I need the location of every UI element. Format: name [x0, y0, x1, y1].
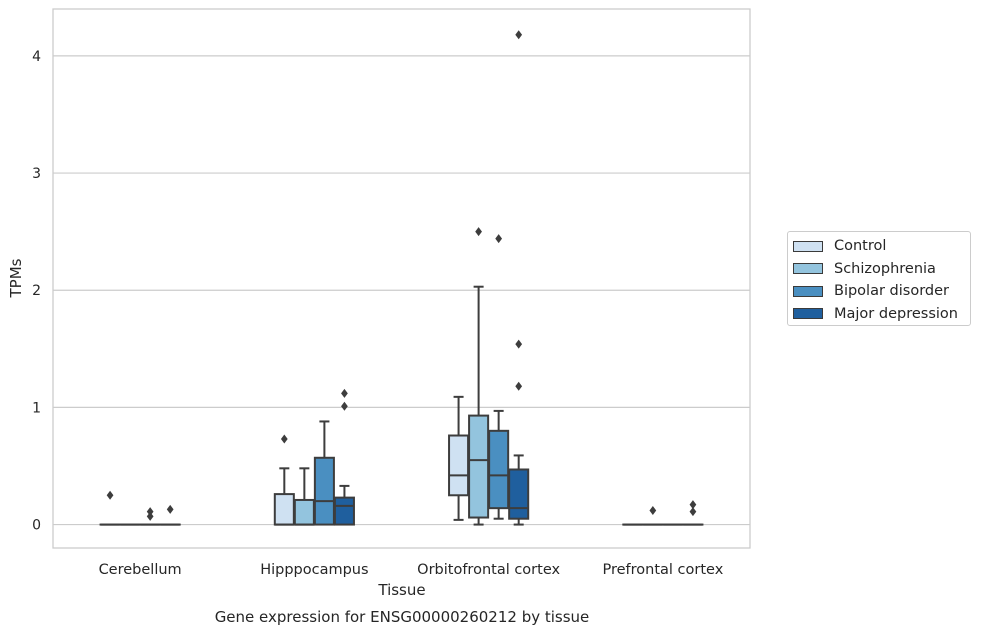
y-axis-ticks: 0 1 2 3 4	[32, 49, 41, 534]
y-tick-label: 3	[32, 166, 41, 182]
outlier-point	[341, 402, 348, 411]
outlier-point	[515, 30, 522, 39]
x-axis-label: Tissue	[377, 581, 425, 599]
outlier-point	[649, 506, 656, 515]
y-tick-label: 2	[32, 283, 41, 299]
box-group	[295, 468, 314, 524]
box-group	[315, 421, 334, 524]
box	[509, 469, 528, 518]
boxes	[101, 30, 703, 524]
box-group	[509, 30, 528, 524]
box-group	[335, 389, 354, 525]
legend-item: Bipolar disorder	[793, 281, 949, 301]
box-group	[101, 491, 120, 525]
box	[295, 500, 314, 525]
legend-item: Schizophrenia	[793, 259, 936, 279]
x-axis-ticks: Cerebellum Hipppocampus Orbitofrontal cort…	[99, 562, 724, 578]
outlier-point	[690, 500, 697, 509]
legend: Control Schizophrenia Bipolar disorder Majo…	[787, 231, 971, 326]
y-tick-label: 0	[32, 518, 41, 534]
plot-frame	[53, 9, 750, 548]
y-tick-label: 1	[32, 400, 41, 416]
gridlines	[53, 56, 750, 525]
box	[449, 436, 468, 496]
box-group	[683, 500, 702, 524]
outlier-point	[515, 340, 522, 349]
outlier-point	[475, 227, 482, 236]
x-tick-label: Cerebellum	[99, 562, 182, 578]
x-tick-label: Hipppocampus	[260, 562, 368, 578]
legend-swatch	[793, 241, 823, 252]
legend-label: Schizophrenia	[834, 261, 936, 277]
outlier-point	[495, 234, 502, 243]
legend-swatch	[793, 308, 823, 319]
outlier-point	[107, 491, 114, 500]
box-group	[275, 435, 294, 525]
y-axis-label: TPMs	[7, 258, 25, 298]
legend-label: Control	[834, 238, 886, 254]
outlier-point	[167, 505, 174, 514]
box	[469, 416, 488, 518]
x-tick-label: Orbitofrontal cortex	[417, 562, 560, 578]
box-group	[489, 234, 508, 519]
box	[315, 458, 334, 525]
outlier-point	[515, 382, 522, 391]
box	[335, 498, 354, 525]
y-tick-label: 4	[32, 49, 41, 65]
box	[275, 494, 294, 524]
legend-swatch	[793, 263, 823, 274]
legend-item: Control	[793, 236, 886, 256]
legend-swatch	[793, 286, 823, 297]
box-group	[141, 507, 160, 524]
outlier-point	[281, 435, 288, 444]
legend-label: Major depression	[834, 306, 958, 322]
box-group	[449, 397, 468, 520]
box-group	[643, 506, 662, 525]
outlier-point	[341, 389, 348, 398]
legend-label: Bipolar disorder	[834, 283, 949, 299]
box	[489, 431, 508, 508]
box-group	[161, 505, 180, 525]
x-tick-label: Prefrontal cortex	[602, 562, 723, 578]
box-group	[469, 227, 488, 524]
legend-item: Major depression	[793, 304, 958, 324]
chart-caption: Gene expression for ENSG00000260212 by t…	[215, 608, 590, 626]
outlier-point	[147, 507, 154, 516]
